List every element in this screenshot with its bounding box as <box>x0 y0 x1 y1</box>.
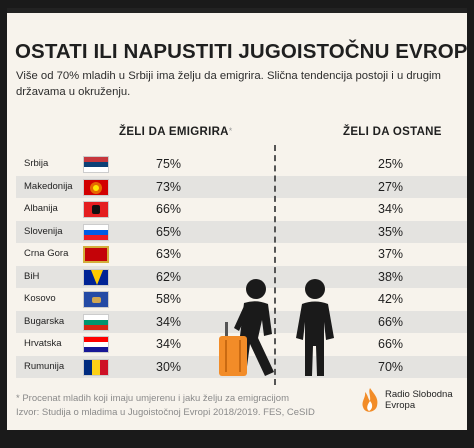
table-row: Kosovo 58% 42% <box>16 288 467 310</box>
stay-value: 34% <box>378 202 404 216</box>
country-label: Albanija <box>24 203 58 214</box>
subtitle: Više od 70% mladih u Srbiji ima želju da… <box>16 70 441 98</box>
emigrate-value: 34% <box>156 337 182 351</box>
emigrate-value: 75% <box>156 157 182 171</box>
kosovo-flag <box>83 291 109 308</box>
country-label: Bugarska <box>24 315 65 327</box>
north-macedonia-flag <box>83 178 109 196</box>
suitcase-icon <box>219 322 247 376</box>
logo-line-1: Radio Slobodna <box>385 389 453 400</box>
logo-text: Radio Slobodna Evropa <box>385 389 453 411</box>
flag-emblem <box>92 297 101 303</box>
emigrate-value: 65% <box>156 224 182 239</box>
country-label: Makedonija <box>24 180 73 192</box>
croatia-flag <box>83 336 109 353</box>
emigrate-value: 63% <box>156 247 182 261</box>
flag-emblem <box>91 269 103 285</box>
bulgaria-flag <box>83 313 109 331</box>
infographic-card: OSTATI ILI NAPUSTITI JUGOISTOČNU EVROPU?… <box>7 8 467 430</box>
table-row: Crna Gora 63% 37% <box>16 243 467 265</box>
emigrate-value: 73% <box>156 179 182 194</box>
slovenia-flag <box>83 223 109 241</box>
stay-value: 70% <box>378 359 404 374</box>
logo-line-2: Evropa <box>385 400 416 411</box>
table-row: Slovenija 65% 35% <box>16 220 467 243</box>
rferl-logo: Radio Slobodna Evropa <box>357 382 462 422</box>
table-row: Srbija 75% 25% <box>16 153 467 175</box>
table-row: BiH 62% 38% <box>16 265 467 288</box>
stay-value: 27% <box>378 179 404 194</box>
stay-value: 66% <box>378 337 404 351</box>
standing-person-icon <box>296 279 334 376</box>
stay-value: 25% <box>378 157 404 171</box>
rferl-flame-icon <box>362 388 378 412</box>
country-label: Slovenija <box>24 225 63 237</box>
column-header-emigrate-label: ŽELI DA EMIGRIRA <box>119 126 229 138</box>
stay-value: 35% <box>378 224 404 239</box>
montenegro-flag <box>83 246 109 263</box>
table-row: Hrvatska 34% 66% <box>16 333 467 355</box>
emigrate-value: 34% <box>156 314 182 329</box>
flag-emblem <box>92 205 100 214</box>
country-label: Srbija <box>24 158 49 169</box>
emigrate-value: 66% <box>156 202 182 216</box>
albania-flag <box>83 201 109 218</box>
page-title: OSTATI ILI NAPUSTITI JUGOISTOČNU EVROPU? <box>15 40 467 63</box>
stay-value: 66% <box>378 314 404 329</box>
country-label: Hrvatska <box>24 338 62 349</box>
country-label: Kosovo <box>24 293 56 304</box>
serbia-flag <box>83 156 109 173</box>
table-row: Albanija 66% 34% <box>16 198 467 220</box>
source-note: Izvor: Studija o mladima u Jugoistočnoj … <box>16 407 315 418</box>
top-rule <box>7 8 467 13</box>
country-label: Crna Gora <box>24 248 69 259</box>
footnote-marker: * <box>228 126 233 136</box>
romania-flag <box>83 358 109 376</box>
country-label: BiH <box>24 270 40 282</box>
table-row: Makedonija 73% 27% <box>16 175 467 198</box>
column-header-stay: ŽELI DA OSTANE <box>343 126 442 138</box>
footnote: * Procenat mladih koji imaju umjerenu i … <box>16 393 289 404</box>
bih-flag <box>83 268 109 286</box>
emigrate-value: 58% <box>156 292 182 306</box>
stay-value: 38% <box>378 269 404 284</box>
country-label: Rumunija <box>24 360 65 372</box>
stay-value: 42% <box>378 292 404 306</box>
flag-emblem <box>93 184 99 191</box>
emigrate-value: 62% <box>156 269 182 284</box>
column-header-emigrate: ŽELI DA EMIGRIRA* <box>119 126 233 138</box>
migration-figures-illustration <box>219 279 334 376</box>
dashed-divider <box>274 145 276 385</box>
emigrate-value: 30% <box>156 359 182 374</box>
stay-value: 37% <box>378 247 404 261</box>
